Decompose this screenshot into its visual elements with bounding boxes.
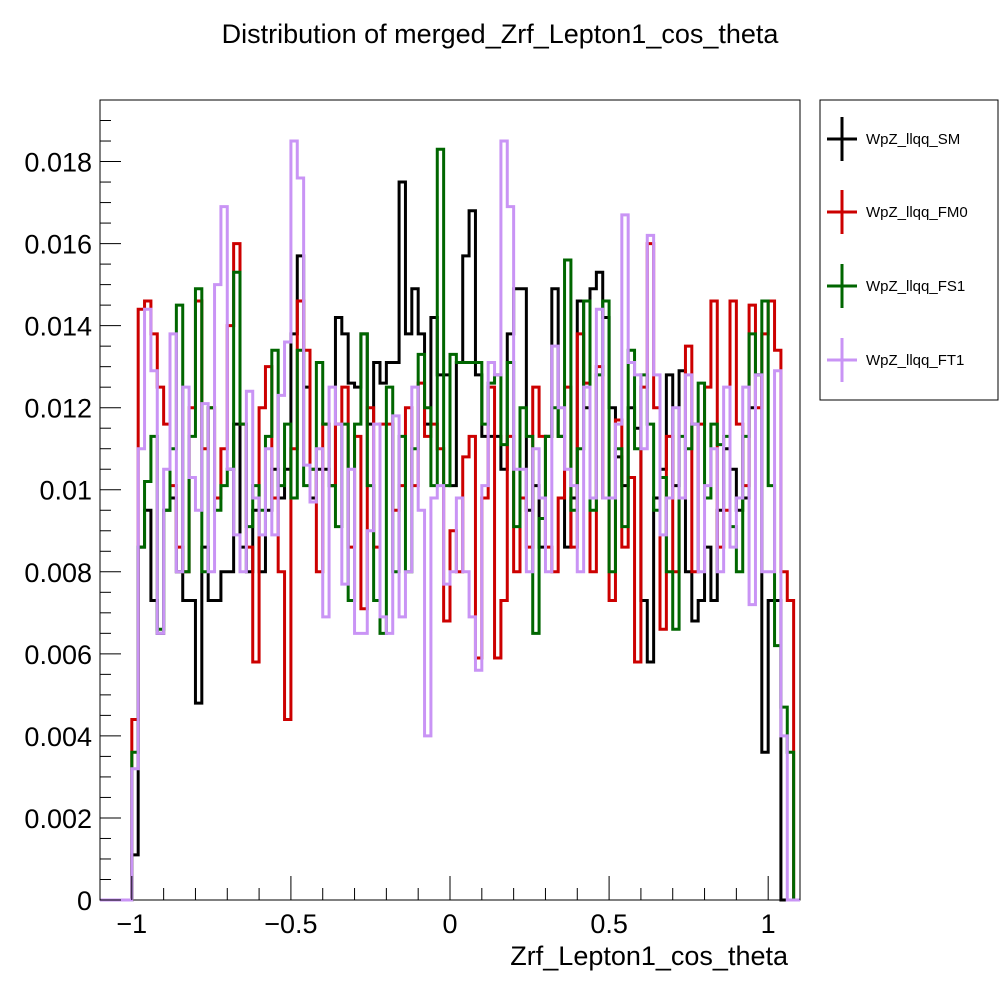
y-tick-label: 0.014 bbox=[24, 312, 92, 342]
x-tick-label: 0.5 bbox=[590, 909, 628, 939]
histogram-series-group bbox=[100, 139, 800, 902]
legend: WpZ_llqq_SM WpZ_llqq_FM0 WpZ_llqq_FS1 WpZ_l… bbox=[819, 99, 999, 401]
legend-label: WpZ_llqq_FT1 bbox=[866, 352, 964, 369]
legend-label: WpZ_llqq_SM bbox=[866, 131, 960, 148]
histogram-line-wpz-llqq-ft1 bbox=[100, 139, 800, 902]
x-tick-label: −0.5 bbox=[264, 909, 317, 939]
y-tick-label: 0.016 bbox=[24, 230, 92, 260]
x-axis: −1 −0.5 0 0.5 1 bbox=[99, 876, 801, 939]
x-tick-label: 0 bbox=[442, 909, 457, 939]
legend-entry: WpZ_llqq_SM bbox=[827, 117, 960, 161]
y-tick-label: 0.012 bbox=[24, 394, 92, 424]
y-tick-label: 0.006 bbox=[24, 640, 92, 670]
x-tick-label: 1 bbox=[761, 909, 776, 939]
legend-entry: WpZ_llqq_FS1 bbox=[827, 264, 965, 308]
y-tick-label: 0.008 bbox=[24, 558, 92, 588]
y-tick-label: 0.002 bbox=[24, 804, 92, 834]
chart-title: Distribution of merged_Zrf_Lepton1_cos_t… bbox=[222, 19, 780, 49]
legend-label: WpZ_llqq_FS1 bbox=[866, 278, 965, 295]
legend-entry: WpZ_llqq_FT1 bbox=[827, 338, 964, 382]
y-axis: 0 0.002 0.004 0.006 0.008 0.01 0.012 0.014 0.016… bbox=[24, 99, 121, 916]
y-tick-label: 0 bbox=[77, 886, 92, 916]
plot-frame bbox=[99, 99, 801, 901]
x-axis-title: Zrf_Lepton1_cos_theta bbox=[510, 941, 789, 971]
histogram-line-wpz-llqq-sm bbox=[100, 180, 800, 902]
y-tick-label: 0.018 bbox=[24, 148, 92, 178]
y-tick-label: 0.01 bbox=[39, 476, 92, 506]
y-tick-label: 0.004 bbox=[24, 722, 92, 752]
legend-label: WpZ_llqq_FM0 bbox=[866, 204, 968, 221]
x-tick-label: −1 bbox=[116, 909, 147, 939]
legend-box bbox=[819, 99, 999, 401]
legend-entry: WpZ_llqq_FM0 bbox=[827, 190, 968, 234]
